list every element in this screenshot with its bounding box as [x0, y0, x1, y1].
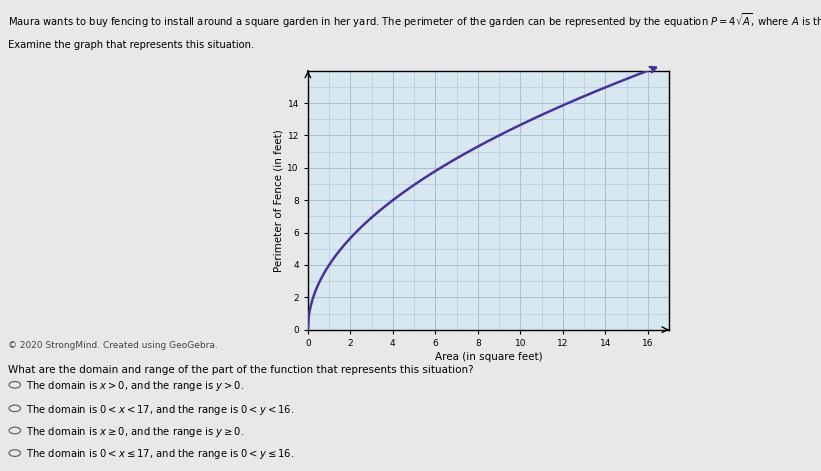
Text: Maura wants to buy fencing to install around a square garden in her yard. The pe: Maura wants to buy fencing to install ar…: [8, 12, 821, 30]
Text: The domain is $x > 0$, and the range is $y > 0$.: The domain is $x > 0$, and the range is …: [26, 379, 245, 393]
Text: The domain is $0 < x < 17$, and the range is $0 < y < 16$.: The domain is $0 < x < 17$, and the rang…: [26, 403, 295, 417]
X-axis label: Area (in square feet): Area (in square feet): [434, 352, 543, 362]
Text: The domain is $x \geq 0$, and the range is $y \geq 0$.: The domain is $x \geq 0$, and the range …: [26, 425, 245, 439]
Y-axis label: Perimeter of Fence (in feet): Perimeter of Fence (in feet): [273, 129, 283, 272]
Text: © 2020 StrongMind. Created using GeoGebra.: © 2020 StrongMind. Created using GeoGebr…: [8, 341, 218, 350]
Text: Examine the graph that represents this situation.: Examine the graph that represents this s…: [8, 40, 255, 50]
Text: The domain is $0 < x \leq 17$, and the range is $0 < y \leq 16$.: The domain is $0 < x \leq 17$, and the r…: [26, 447, 295, 462]
Text: What are the domain and range of the part of the function that represents this s: What are the domain and range of the par…: [8, 365, 474, 375]
